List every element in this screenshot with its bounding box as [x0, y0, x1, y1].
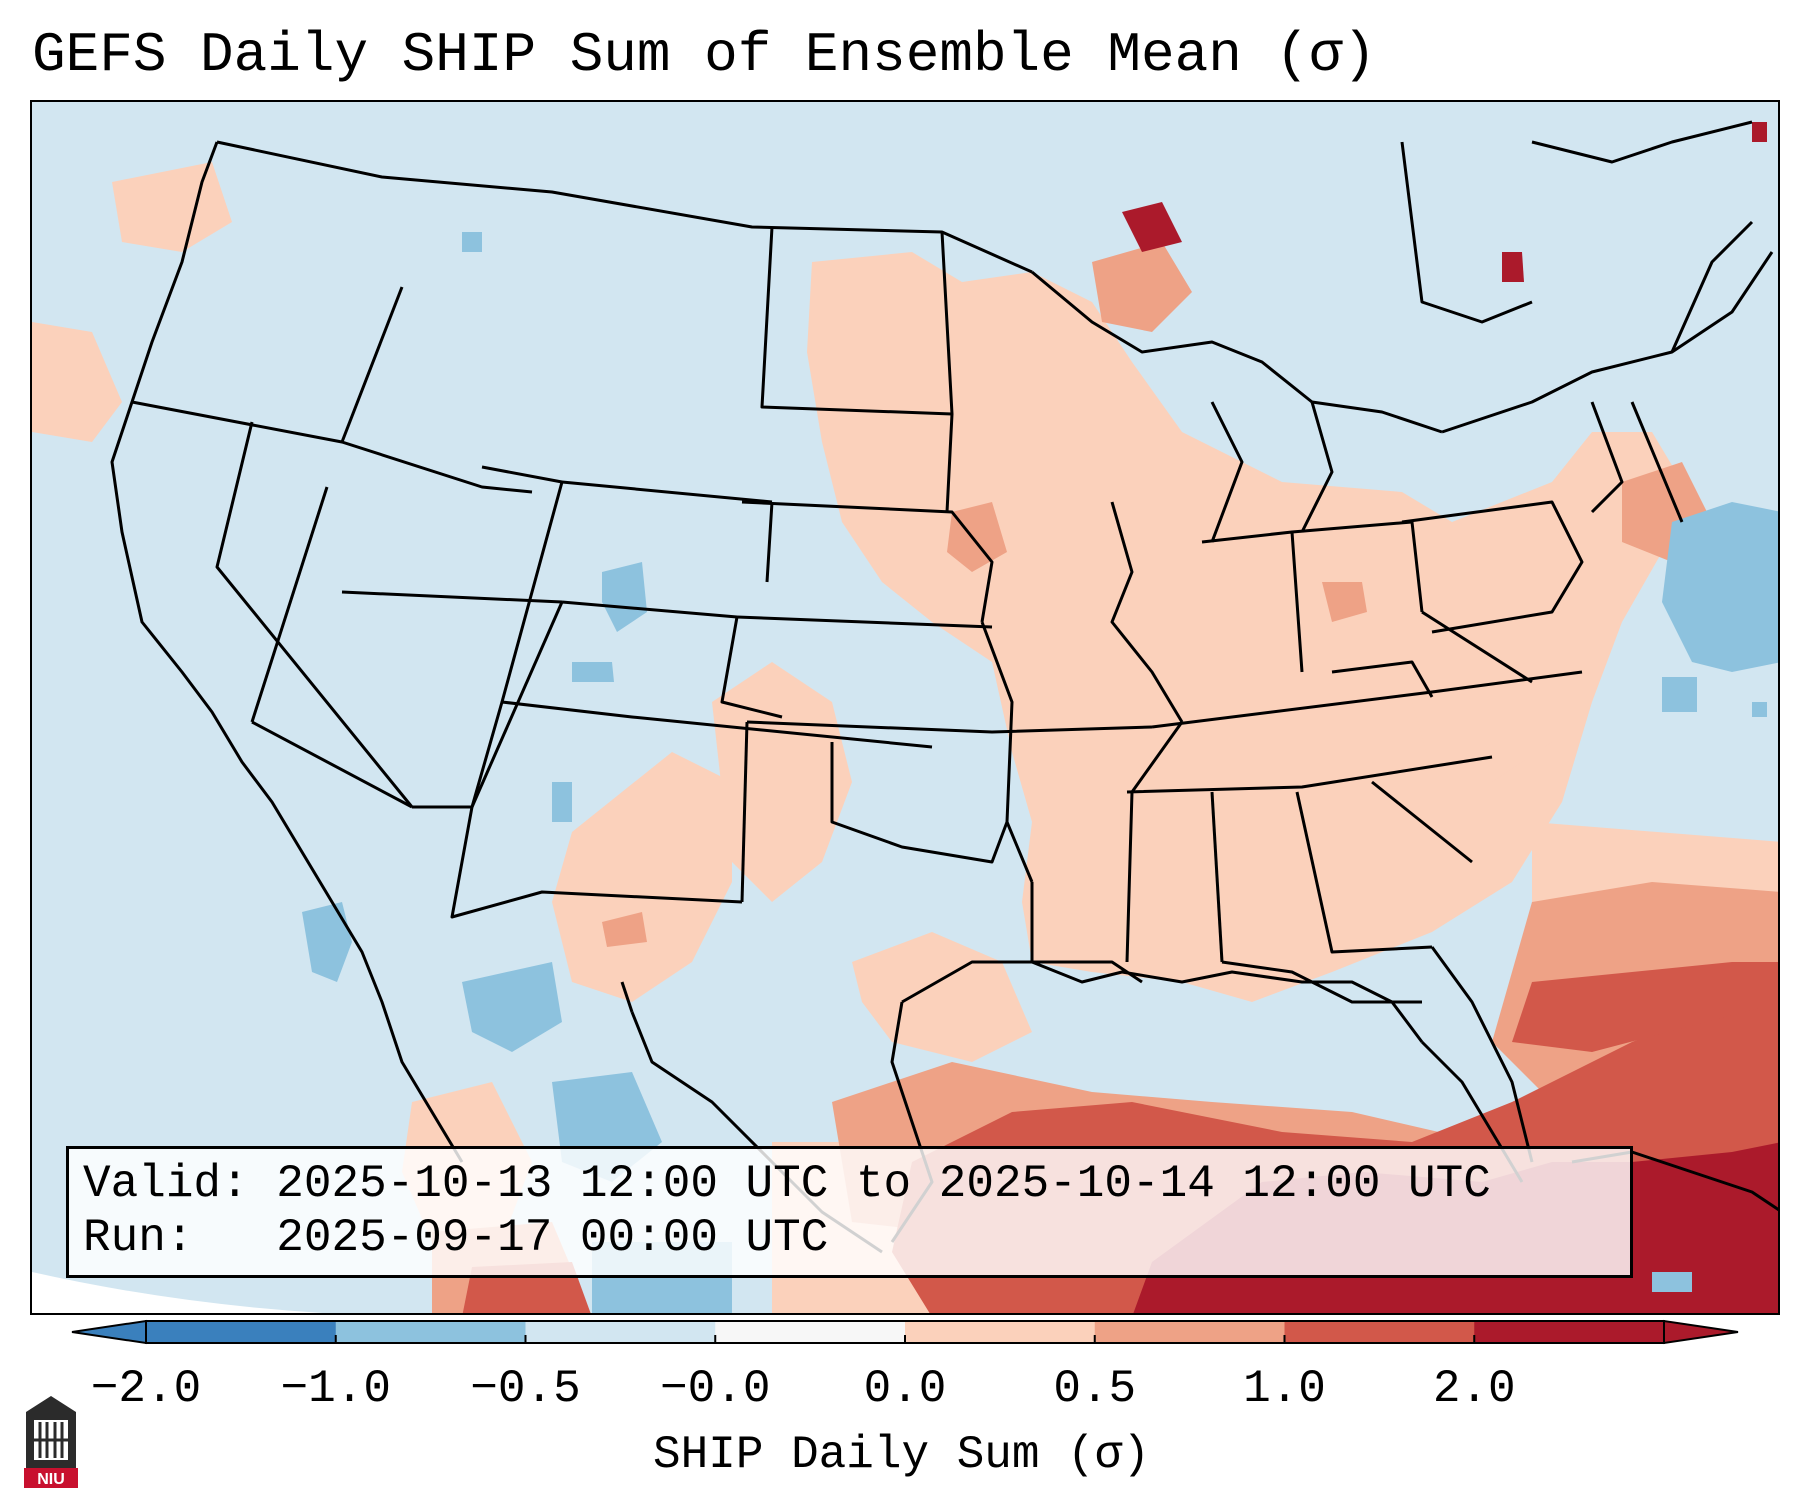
run-info-box: Valid: 2025-10-13 12:00 UTC to 2025-10-1… [66, 1146, 1633, 1278]
run-row: Run: 2025-09-17 00:00 UTC [83, 1211, 1616, 1265]
colorbar-outline [145, 1320, 1665, 1344]
colorbar-tick-label: −1.0 [280, 1363, 391, 1415]
colorbar-label: SHIP Daily Sum (σ) [653, 1429, 1150, 1481]
colorbar-segment [335, 1321, 526, 1343]
colorbar-tick-label: 2.0 [1432, 1363, 1516, 1415]
colorbar-segment [1094, 1321, 1285, 1343]
colorbar-segment [905, 1321, 1096, 1343]
colorbar-tick-label: −2.0 [90, 1363, 202, 1415]
map-title: GEFS Daily SHIP Sum of Ensemble Mean (σ) [32, 23, 1377, 87]
colorbar-segment [715, 1321, 906, 1343]
colorbar-tick-label: −0.0 [660, 1363, 771, 1415]
valid-label: Valid: [83, 1158, 249, 1210]
run-label: Run: [83, 1212, 249, 1264]
run-value: 2025-09-17 00:00 UTC [276, 1212, 829, 1264]
colorbar-extend-low [71, 1319, 147, 1345]
colorbar-segments [71, 1319, 1739, 1345]
valid-row: Valid: 2025-10-13 12:00 UTC to 2025-10-1… [83, 1157, 1616, 1211]
colorbar-tick-label: 1.0 [1243, 1363, 1326, 1415]
colorbar-tick-label: 0.0 [863, 1363, 947, 1415]
projection-edge-left [32, 1272, 323, 1313]
colorbar [71, 1319, 1739, 1345]
colorbar-segment [525, 1321, 716, 1343]
colorbar-tick-label: 0.5 [1053, 1363, 1137, 1415]
map-canvas [32, 102, 1778, 1313]
colorbar-segment [146, 1321, 337, 1343]
map-panel [30, 100, 1780, 1315]
colorbar-extend-high [1663, 1319, 1739, 1345]
colorbar-segment [1284, 1321, 1475, 1343]
valid-value: 2025-10-13 12:00 UTC to 2025-10-14 12:00… [276, 1158, 1491, 1210]
niu-logo-icon: NIU [24, 1396, 78, 1488]
colorbar-tick-label: −0.5 [470, 1363, 581, 1415]
niu-logo-text: NIU [37, 1471, 65, 1488]
colorbar-segment [1474, 1321, 1665, 1343]
